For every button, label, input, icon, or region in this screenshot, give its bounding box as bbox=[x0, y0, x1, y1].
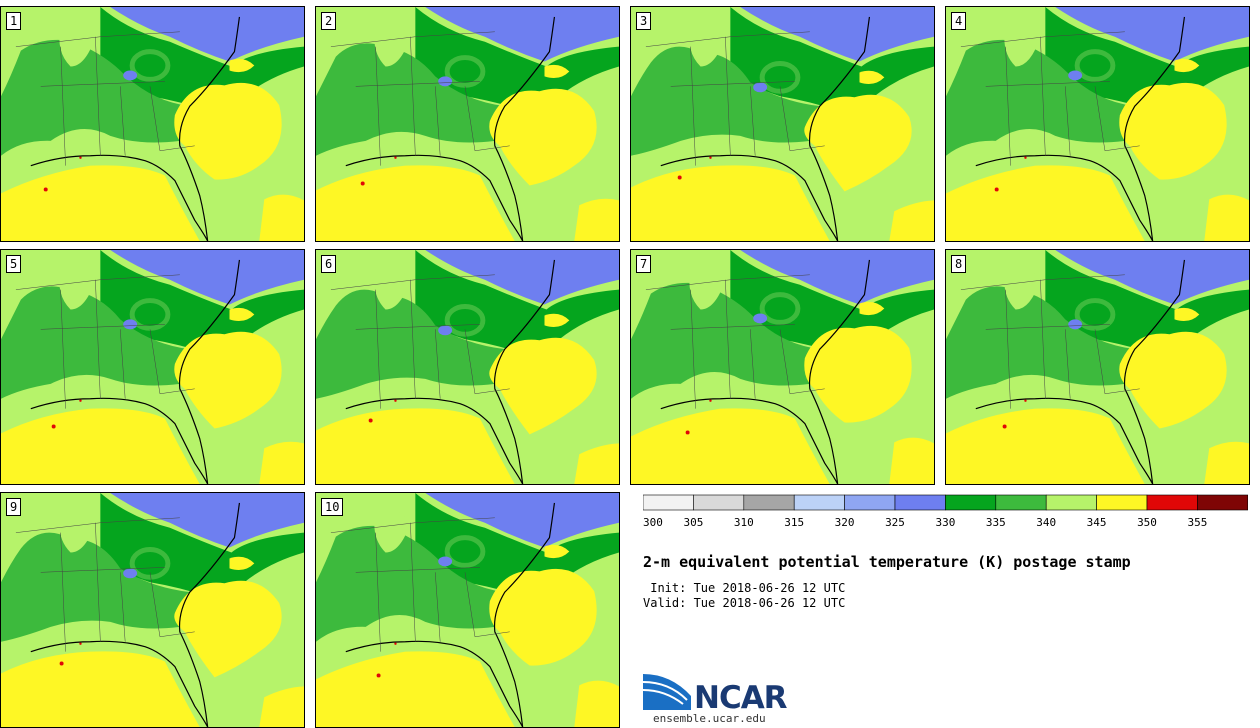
site-url: ensemble.ucar.edu bbox=[653, 712, 766, 725]
colorbar: 300 305 310 315 320 325 330 335 340 345 350 355 bbox=[643, 494, 1248, 529]
colorbar-swatch bbox=[945, 494, 997, 511]
colorbar-tick-label: 350 bbox=[1137, 516, 1157, 529]
colorbar-swatch bbox=[995, 494, 1047, 511]
colorbar-tick-label: 300 bbox=[643, 516, 663, 529]
colorbar-tick-label: 340 bbox=[1036, 516, 1056, 529]
ncar-logo-icon bbox=[642, 674, 691, 710]
colorbar-swatch bbox=[1197, 494, 1248, 511]
colorbar-swatch bbox=[894, 494, 946, 511]
map-field bbox=[316, 7, 619, 241]
colorbar-tick-label: 325 bbox=[885, 516, 905, 529]
member-number: 9 bbox=[6, 498, 22, 516]
member-panel: 4 bbox=[945, 6, 1250, 242]
colorbar-swatch bbox=[793, 494, 845, 511]
member-panel: 3 bbox=[630, 6, 935, 242]
map-field bbox=[1, 7, 304, 241]
colorbar-tick-label: 355 bbox=[1187, 516, 1207, 529]
colorbar-swatch bbox=[693, 494, 745, 511]
member-panel: 10 bbox=[315, 492, 620, 728]
member-panel: 9 bbox=[0, 492, 305, 728]
colorbar-tick-label: 305 bbox=[683, 516, 703, 529]
member-number: 4 bbox=[951, 12, 967, 30]
member-number: 5 bbox=[6, 255, 22, 273]
member-number: 7 bbox=[636, 255, 652, 273]
member-number: 1 bbox=[6, 12, 22, 30]
map-field bbox=[316, 493, 619, 727]
member-number: 8 bbox=[951, 255, 967, 273]
member-number: 6 bbox=[321, 255, 337, 273]
valid-time: Valid: Tue 2018-06-26 12 UTC bbox=[643, 596, 846, 610]
colorbar-swatch bbox=[844, 494, 896, 511]
map-field bbox=[631, 7, 934, 241]
colorbar-swatch bbox=[743, 494, 795, 511]
member-panel: 5 bbox=[0, 249, 305, 485]
member-panel: 7 bbox=[630, 249, 935, 485]
member-panel: 1 bbox=[0, 6, 305, 242]
colorbar-tick-label: 320 bbox=[835, 516, 855, 529]
map-field bbox=[946, 250, 1249, 484]
member-number: 2 bbox=[321, 12, 337, 30]
map-field bbox=[631, 250, 934, 484]
colorbar-tick-label: 310 bbox=[734, 516, 754, 529]
chart-title: 2-m equivalent potential temperature (K)… bbox=[643, 553, 1131, 571]
colorbar-tick-label: 335 bbox=[986, 516, 1006, 529]
map-field bbox=[316, 250, 619, 484]
colorbar-swatch bbox=[643, 494, 694, 511]
map-field bbox=[1, 250, 304, 484]
map-field bbox=[946, 7, 1249, 241]
colorbar-tick-label: 315 bbox=[784, 516, 804, 529]
logo-wordmark: NCAR bbox=[694, 680, 788, 716]
colorbar-swatch bbox=[1146, 494, 1198, 511]
colorbar-swatch bbox=[1096, 494, 1148, 511]
colorbar-swatch bbox=[1045, 494, 1097, 511]
member-panel: 8 bbox=[945, 249, 1250, 485]
colorbar-tick-label: 330 bbox=[935, 516, 955, 529]
member-number: 3 bbox=[636, 12, 652, 30]
init-time: Init: Tue 2018-06-26 12 UTC bbox=[643, 581, 846, 595]
colorbar-tick-label: 345 bbox=[1087, 516, 1107, 529]
map-field bbox=[1, 493, 304, 727]
member-panel: 2 bbox=[315, 6, 620, 242]
member-panel: 6 bbox=[315, 249, 620, 485]
member-number: 10 bbox=[321, 498, 344, 516]
